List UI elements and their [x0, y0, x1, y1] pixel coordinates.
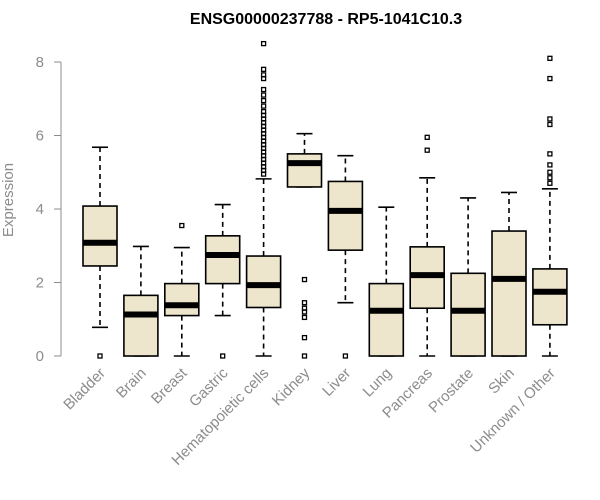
outlier-point — [547, 151, 553, 157]
chart-title: ENSG00000237788 - RP5-1041C10.3 — [190, 11, 462, 28]
outlier-point — [342, 353, 349, 359]
outlier-point — [301, 276, 308, 283]
outlier-point — [547, 121, 553, 128]
outlier-point — [260, 66, 267, 72]
outlier-point — [547, 116, 553, 122]
box-skin — [491, 191, 527, 357]
box-iqr — [491, 230, 527, 357]
x-tick-label: Kidney — [269, 364, 314, 409]
box-bladder — [82, 146, 118, 359]
box-iqr — [204, 235, 241, 285]
box-kidney — [286, 132, 323, 359]
x-tick-label: Lung — [360, 365, 396, 401]
y-tick-label: 8 — [36, 54, 44, 71]
outlier-point — [260, 40, 267, 47]
outlier-point — [260, 108, 267, 115]
outlier-point — [179, 222, 185, 229]
outlier-point — [220, 353, 226, 359]
box-gastric — [204, 203, 241, 359]
box-iqr — [82, 205, 118, 267]
box-brain — [123, 245, 159, 357]
x-tick-label: Bladder — [60, 365, 109, 414]
box-iqr — [123, 294, 159, 357]
outlier-point — [301, 300, 308, 306]
box-iqr — [450, 272, 486, 357]
y-axis-label: Expression — [0, 163, 17, 237]
box-iqr — [245, 255, 282, 309]
box-pancreas — [409, 134, 446, 357]
outlier-point — [260, 92, 267, 98]
outlier-point — [260, 72, 267, 78]
box-breast — [164, 222, 200, 357]
outlier-point — [260, 86, 267, 93]
box-unknown-other — [532, 55, 568, 357]
box-iqr — [286, 153, 323, 188]
outlier-point — [301, 353, 308, 359]
x-tick-label: Liver — [319, 365, 354, 400]
box-lung — [368, 206, 405, 357]
x-tick-label: Breast — [148, 364, 191, 407]
outlier-point — [301, 314, 308, 321]
x-tick-label: Brain — [113, 365, 150, 402]
outlier-point — [97, 353, 103, 359]
outlier-point — [424, 134, 430, 140]
box-iqr — [368, 282, 405, 357]
box-series — [82, 40, 568, 359]
y-tick-label: 2 — [36, 275, 44, 292]
box-iqr — [327, 180, 364, 251]
outlier-point — [260, 103, 267, 109]
box-iqr — [164, 282, 200, 317]
outlier-point — [260, 97, 267, 104]
outlier-point — [424, 147, 430, 153]
x-tick-label: Prostate — [425, 365, 477, 417]
outlier-point — [547, 169, 553, 175]
box-hematopoietic-cells — [245, 40, 282, 357]
y-tick-label: 4 — [36, 201, 44, 218]
box-prostate — [450, 197, 486, 357]
y-tick-label: 6 — [36, 128, 44, 145]
outlier-point — [547, 180, 553, 186]
y-tick-label: 0 — [36, 348, 44, 365]
outlier-point — [547, 175, 553, 181]
box-liver — [327, 154, 364, 359]
outlier-point — [301, 309, 308, 315]
box-iqr — [532, 268, 568, 326]
outlier-point — [301, 334, 308, 341]
axes: 0 2 4 6 8 — [36, 54, 62, 365]
outlier-point — [547, 162, 553, 168]
outlier-point — [547, 75, 553, 82]
outlier-point — [547, 55, 553, 61]
x-tick-label: Skin — [485, 365, 518, 398]
